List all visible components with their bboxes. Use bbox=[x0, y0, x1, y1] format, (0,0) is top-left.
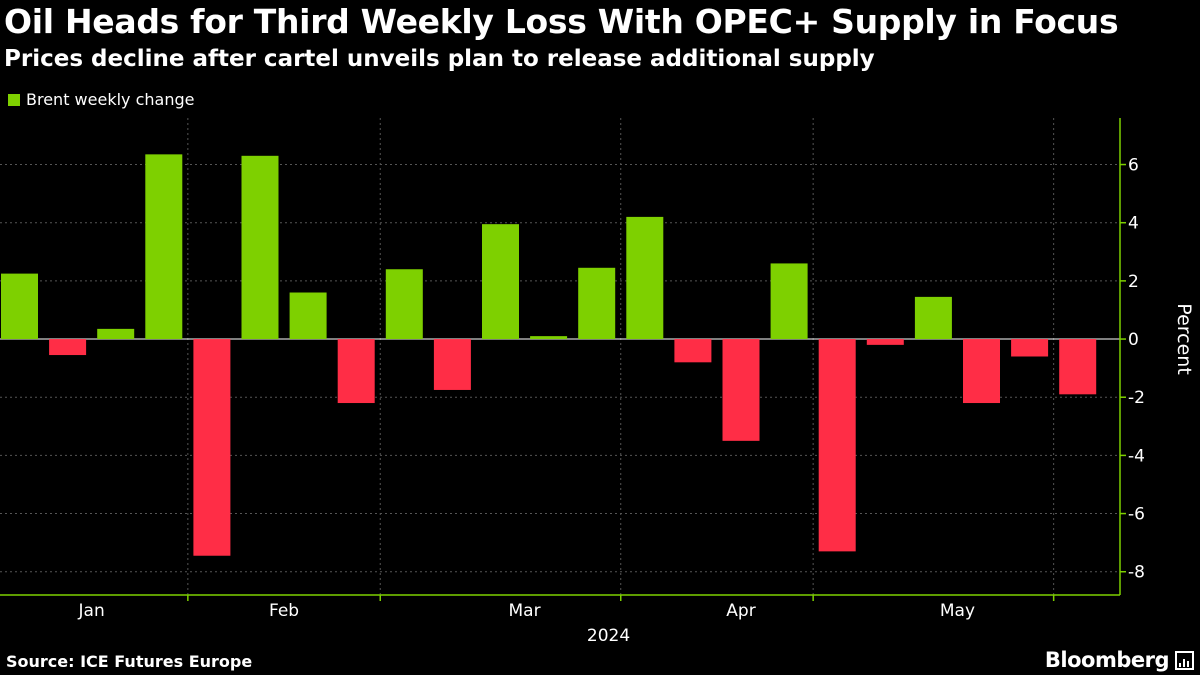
bar bbox=[241, 155, 279, 340]
chart-title: Oil Heads for Third Weekly Loss With OPE… bbox=[4, 2, 1119, 41]
chart-subtitle: Prices decline after cartel unveils plan… bbox=[4, 46, 875, 72]
y-tick-label: -2 bbox=[1128, 388, 1145, 408]
legend-label: Brent weekly change bbox=[26, 90, 195, 109]
bar bbox=[97, 328, 135, 340]
bar bbox=[818, 339, 856, 552]
bar bbox=[482, 224, 519, 340]
bar bbox=[1059, 339, 1097, 395]
bar bbox=[578, 267, 616, 340]
bar bbox=[145, 154, 183, 340]
y-axis-label: Percent bbox=[1173, 303, 1195, 375]
bloomberg-terminal-icon bbox=[1175, 650, 1194, 670]
y-tick-label: -4 bbox=[1128, 446, 1145, 466]
x-tick-label: May bbox=[940, 601, 975, 621]
bar bbox=[963, 339, 1000, 404]
bar bbox=[433, 339, 471, 390]
y-tick-label: -6 bbox=[1128, 505, 1145, 525]
bar bbox=[193, 339, 231, 556]
bar bbox=[626, 216, 664, 340]
bar bbox=[385, 269, 423, 340]
brand-text: Bloomberg bbox=[1044, 648, 1170, 672]
bar-chart: 6 4 2 0 -2 -4 -6 -8 Percent Jan Feb Mar Apr May 2024 bbox=[0, 118, 1195, 646]
bar bbox=[722, 339, 760, 441]
bar bbox=[674, 339, 712, 363]
x-tick-label: Apr bbox=[726, 601, 755, 621]
y-axis: 6 4 2 0 -2 -4 -6 -8 Percent bbox=[1119, 118, 1195, 595]
bars bbox=[1, 154, 1097, 556]
x-axis: Jan Feb Mar Apr May 2024 bbox=[0, 594, 1120, 646]
bar bbox=[289, 292, 327, 340]
y-tick-label: 6 bbox=[1128, 156, 1139, 176]
bar bbox=[914, 296, 952, 340]
x-tick-label: Feb bbox=[269, 601, 299, 621]
legend-swatch bbox=[8, 93, 20, 106]
x-tick-label: Mar bbox=[509, 601, 541, 621]
y-tick-label: 2 bbox=[1128, 272, 1139, 292]
y-tick-label: 0 bbox=[1128, 330, 1139, 350]
bar bbox=[49, 339, 87, 356]
bloomberg-logo: Bloomberg bbox=[1045, 648, 1194, 672]
bar bbox=[337, 339, 375, 404]
x-axis-label: 2024 bbox=[587, 626, 630, 646]
chart-legend: Brent weekly change bbox=[8, 90, 194, 109]
y-tick-label: 4 bbox=[1128, 214, 1139, 234]
bar bbox=[1, 273, 38, 340]
bar bbox=[770, 263, 808, 340]
x-tick-label: Jan bbox=[78, 601, 105, 621]
bar bbox=[530, 336, 568, 340]
y-tick-label: -8 bbox=[1128, 563, 1145, 583]
source-note: Source: ICE Futures Europe bbox=[6, 652, 253, 671]
bar bbox=[866, 339, 904, 345]
bar bbox=[1011, 339, 1049, 357]
